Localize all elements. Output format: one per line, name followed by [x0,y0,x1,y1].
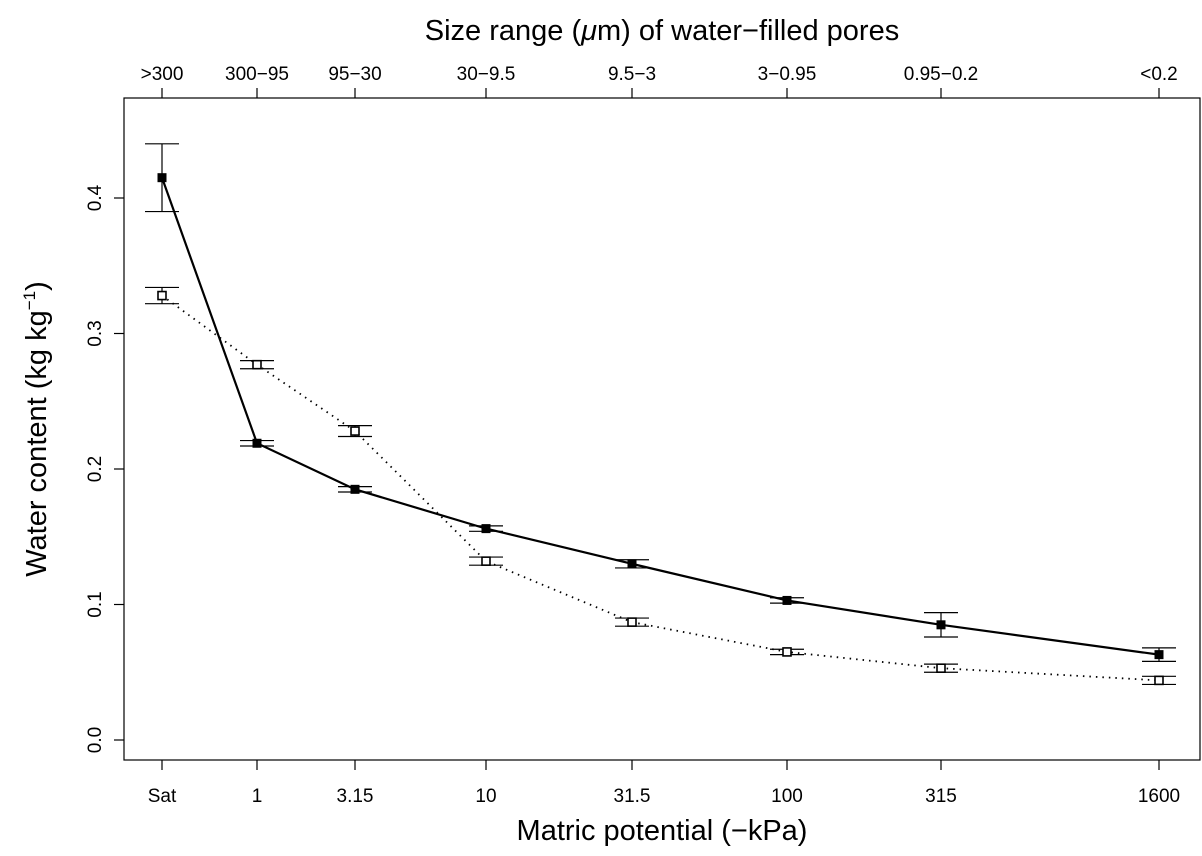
top-tick-label: <0.2 [1140,64,1178,85]
top-tick-label: 3−0.95 [758,64,817,85]
top-tick-label: 30−9.5 [457,64,516,85]
x-tick-label: Sat [148,786,177,807]
data-point [627,559,637,569]
x-tick-label: 1 [252,786,263,807]
top-tick-label: 300−95 [225,64,289,85]
top-tick-label: 9.5−3 [608,64,656,85]
axes-layer: Sat 1 3.15 10 31.5 100 315 1600 >300 300−95 95−30 3… [85,64,1180,807]
series-1-line [160,177,1160,656]
y-tick-label: 0.4 [85,184,106,211]
plot-frame [123,97,1201,761]
x-tick-label: 10 [475,786,496,807]
top-tick-label: 0.95−0.2 [904,64,979,85]
data-point [350,484,360,494]
x-tick-label: 315 [925,786,957,807]
y-tick-label: 0.3 [85,320,106,346]
y-axis-title: Water content (kg kg−1) [20,281,53,577]
data-point [157,290,167,301]
data-point [252,359,262,370]
data-point [350,426,360,436]
series-2-line [161,294,1160,682]
data-point [627,617,637,627]
data-point [936,620,946,630]
data-point [157,173,167,183]
top-axis-title: Size range (μm) of water−filled pores [425,15,899,47]
data-point [936,663,946,673]
y-tick-label: 0.1 [85,591,106,617]
x-tick-label: 3.15 [337,786,374,807]
data-point [481,556,491,566]
x-axis-title: Matric potential (−kPa) [517,815,808,847]
x-tick-label: 1600 [1138,786,1180,807]
data-point [782,647,792,657]
data-point [1154,675,1164,686]
top-tick-label: >300 [141,64,184,85]
x-tick-label: 100 [771,786,803,807]
top-tick-label: 95−30 [328,64,381,85]
data-point [481,524,491,534]
data-point [1154,650,1164,660]
data-point [782,595,792,605]
y-tick-label: 0.2 [85,456,106,482]
series-layer [145,143,1176,686]
data-point [252,438,262,448]
y-tick-label: 0.0 [85,727,106,753]
x-tick-label: 31.5 [614,786,651,807]
